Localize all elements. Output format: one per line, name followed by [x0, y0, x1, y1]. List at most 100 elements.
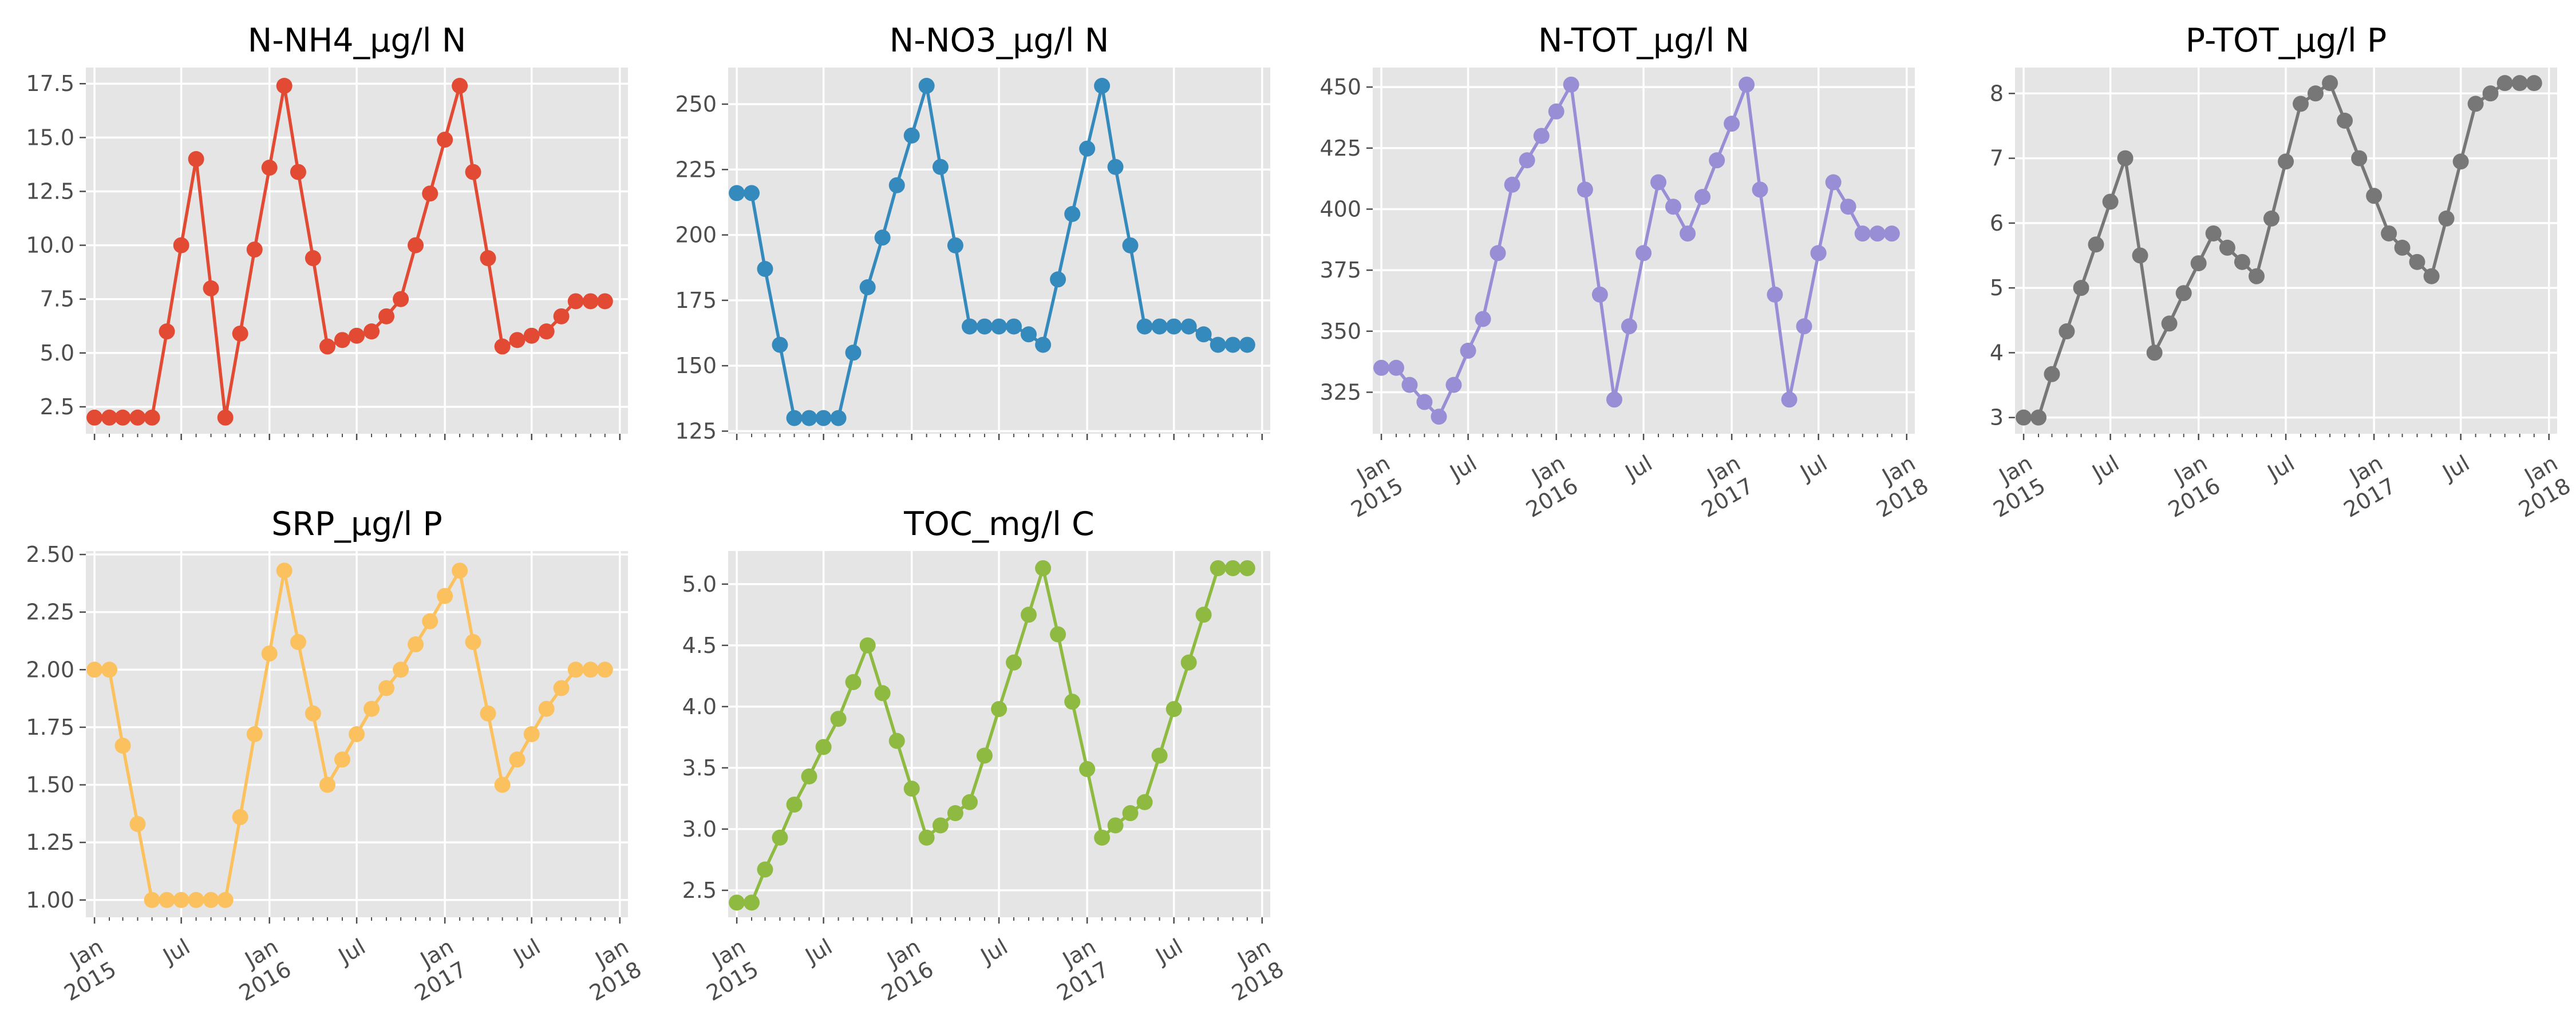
data-point	[159, 323, 175, 340]
y-tick-label: 125	[675, 418, 717, 443]
data-point	[1416, 394, 1433, 410]
data-point	[918, 78, 935, 94]
data-point	[437, 588, 453, 604]
y-tick-label: 3.0	[682, 817, 717, 842]
data-point	[553, 308, 570, 324]
y-tick-label: 225	[675, 157, 717, 182]
y-tick-label: 4	[1990, 340, 2004, 365]
data-point	[801, 768, 817, 785]
data-point	[1079, 761, 1096, 778]
data-point	[1665, 199, 1681, 215]
x-tick-label: Jan2016	[2151, 450, 2225, 522]
data-point	[173, 892, 189, 908]
x-tick-label: Jan2017	[2326, 450, 2400, 522]
data-point	[114, 409, 131, 426]
data-point	[932, 159, 949, 175]
data-point	[859, 637, 876, 653]
data-point	[232, 809, 248, 825]
data-point	[494, 338, 511, 355]
data-point	[1621, 318, 1637, 335]
data-point	[378, 308, 394, 324]
data-point	[2467, 96, 2484, 112]
x-tick-label: Jan2015	[1976, 450, 2050, 522]
x-tick-label: Jul	[800, 934, 836, 969]
data-point	[1107, 159, 1124, 175]
data-point	[144, 892, 160, 908]
y-tick-label: 15.0	[26, 125, 74, 150]
data-point	[1883, 225, 1900, 242]
x-tick-label: Jan2018	[572, 934, 646, 1006]
data-point	[888, 177, 905, 193]
data-point	[1020, 607, 1037, 623]
data-point	[1151, 747, 1168, 764]
data-point	[1401, 377, 1418, 393]
data-point	[86, 661, 103, 678]
data-point	[2423, 268, 2440, 284]
data-point	[2190, 255, 2207, 272]
data-point	[1445, 377, 1462, 393]
data-point	[101, 409, 118, 426]
data-point	[874, 229, 891, 246]
data-point	[86, 409, 103, 426]
data-point	[188, 892, 204, 908]
data-point	[523, 327, 540, 344]
data-point	[1006, 654, 1022, 671]
data-point	[1122, 237, 1139, 253]
data-point	[2175, 285, 2192, 302]
data-point	[2438, 210, 2455, 227]
y-tick-label: 1.25	[26, 830, 74, 855]
data-point	[319, 777, 336, 793]
data-point	[173, 237, 189, 253]
data-point	[1490, 245, 1506, 262]
x-tick-label: Jul	[2087, 450, 2123, 486]
data-point	[2409, 253, 2425, 270]
data-point	[2511, 75, 2528, 92]
data-point	[1035, 560, 1052, 576]
data-point	[246, 241, 263, 258]
data-point	[465, 164, 481, 180]
data-point	[2394, 239, 2411, 256]
data-point	[2161, 315, 2178, 332]
data-point	[991, 701, 1008, 718]
data-point	[2381, 225, 2397, 241]
data-point	[729, 894, 745, 911]
data-point	[1577, 181, 1593, 198]
x-tick-label-month: Jul	[2437, 450, 2474, 486]
subplot-1: 2.5 5.0 7.5 10.0 12.5 15.0 17.5 N-NH4_µg/l N	[26, 22, 628, 440]
data-point	[305, 705, 321, 722]
data-point	[232, 325, 248, 342]
data-point	[1752, 181, 1768, 198]
data-point	[188, 151, 204, 167]
x-tick-label-month: Jul	[1151, 934, 1187, 969]
data-point	[815, 410, 832, 426]
data-point	[378, 680, 394, 696]
data-point	[203, 892, 219, 908]
y-tick-label: 400	[1319, 196, 1361, 221]
x-tick-label: Jul	[2262, 450, 2298, 486]
data-point	[101, 661, 118, 678]
data-point	[918, 829, 935, 846]
y-tick-label: 375	[1319, 258, 1361, 283]
data-point	[217, 892, 234, 908]
data-point	[1504, 176, 1520, 193]
y-tick-label: 150	[675, 353, 717, 378]
data-point	[903, 127, 920, 144]
data-point	[1122, 805, 1139, 822]
data-point	[1165, 318, 1182, 335]
data-point	[830, 410, 847, 426]
data-point	[349, 327, 365, 344]
y-tick-label: 5.0	[40, 340, 74, 366]
x-tick-label-month: Jul	[2087, 450, 2123, 486]
data-point	[2219, 239, 2235, 256]
data-point	[393, 291, 409, 307]
subplot-title: N-TOT_µg/l N	[1538, 22, 1749, 60]
y-tick-label: 3	[1990, 405, 2004, 430]
subplot-6: 2.5 3.0 3.5 4.0 4.5 5.0 Jan2015 Jul Jan2016 Jul Ja…	[682, 505, 1289, 1006]
data-point	[1107, 817, 1124, 834]
data-point	[276, 562, 293, 579]
x-tick-label-month: Jul	[508, 934, 544, 969]
data-point	[203, 280, 219, 296]
data-point	[845, 344, 862, 361]
data-point	[947, 237, 963, 253]
data-point	[1519, 152, 1535, 169]
